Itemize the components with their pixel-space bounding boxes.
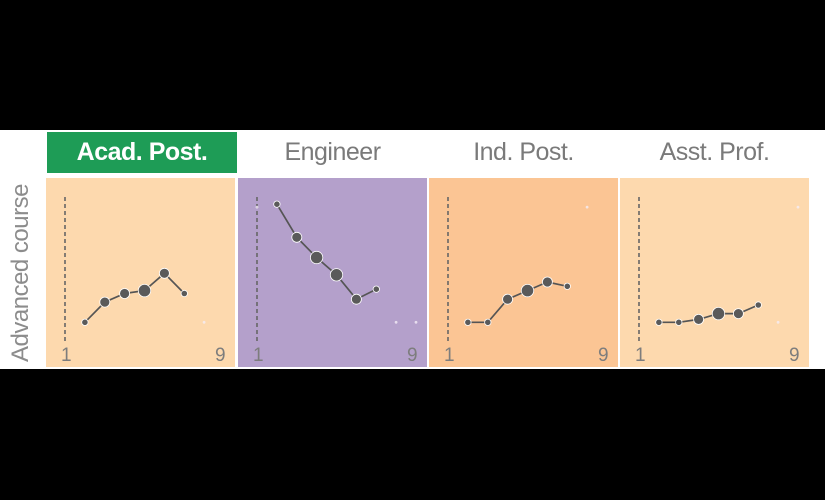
data-point-ind-post-x6 [542, 276, 553, 288]
panel-title-engineer: Engineer [284, 138, 381, 166]
data-point-ind-post-x7 [563, 282, 571, 290]
panel-title-acad-post: Acad. Post. [47, 132, 237, 173]
data-point-acad-post-x5 [137, 284, 152, 298]
x-tick-label-min-ind-post: 1 [444, 345, 455, 366]
panel-title-ind-post: Ind. Post. [473, 138, 574, 166]
data-point-ind-post-x3 [484, 318, 492, 326]
data-point-asst-prof-x7 [754, 301, 762, 309]
data-point-engineer-x6 [351, 293, 362, 305]
x-tick-label-max-acad-post: 9 [215, 345, 226, 366]
data-point-engineer-x1 [255, 205, 259, 209]
y-axis-label: Advanced course [0, 178, 42, 368]
plot-background-asst-prof [620, 178, 809, 367]
data-point-ind-post-x4 [502, 293, 513, 305]
data-point-acad-post-x6 [159, 267, 170, 279]
y-axis-label-text: Advanced course [7, 184, 34, 362]
data-point-asst-prof-x9 [796, 205, 800, 209]
data-point-ind-post-x5 [520, 284, 535, 298]
x-tick-label-max-engineer: 9 [407, 345, 418, 366]
data-point-ind-post-x2 [464, 318, 472, 326]
data-point-engineer-x3 [291, 231, 303, 243]
data-point-engineer-x5 [329, 268, 344, 282]
data-point-engineer-x7 [372, 285, 380, 293]
x-tick-label-min-asst-prof: 1 [635, 345, 646, 366]
panel-title-asst-prof: Asst. Prof. [659, 138, 770, 166]
plot-background-ind-post [429, 178, 618, 367]
x-tick-label-max-asst-prof: 9 [789, 345, 800, 366]
x-tick-label-min-acad-post: 1 [61, 345, 72, 366]
data-point-acad-post-x4 [119, 288, 130, 299]
data-point-acad-post-x8 [202, 320, 206, 324]
data-point-engineer-x4 [310, 250, 324, 265]
data-point-acad-post-x3 [99, 296, 111, 308]
data-point-ind-post-x8 [585, 205, 589, 209]
data-point-asst-prof-x5 [711, 307, 726, 321]
data-point-asst-prof-x6 [733, 308, 744, 320]
data-point-asst-prof-x8 [776, 320, 780, 324]
data-point-asst-prof-x2 [655, 318, 663, 326]
x-tick-label-min-engineer: 1 [253, 345, 264, 366]
data-point-engineer-x8 [394, 320, 398, 324]
data-point-engineer-x9 [414, 320, 418, 324]
data-point-engineer-x2 [273, 200, 281, 208]
plot-background-acad-post [46, 178, 235, 367]
x-tick-label-max-ind-post: 9 [598, 345, 609, 366]
data-point-acad-post-x7 [180, 289, 188, 298]
data-point-asst-prof-x4 [693, 313, 704, 325]
data-point-acad-post-x2 [81, 318, 89, 326]
data-point-asst-prof-x3 [675, 318, 683, 326]
